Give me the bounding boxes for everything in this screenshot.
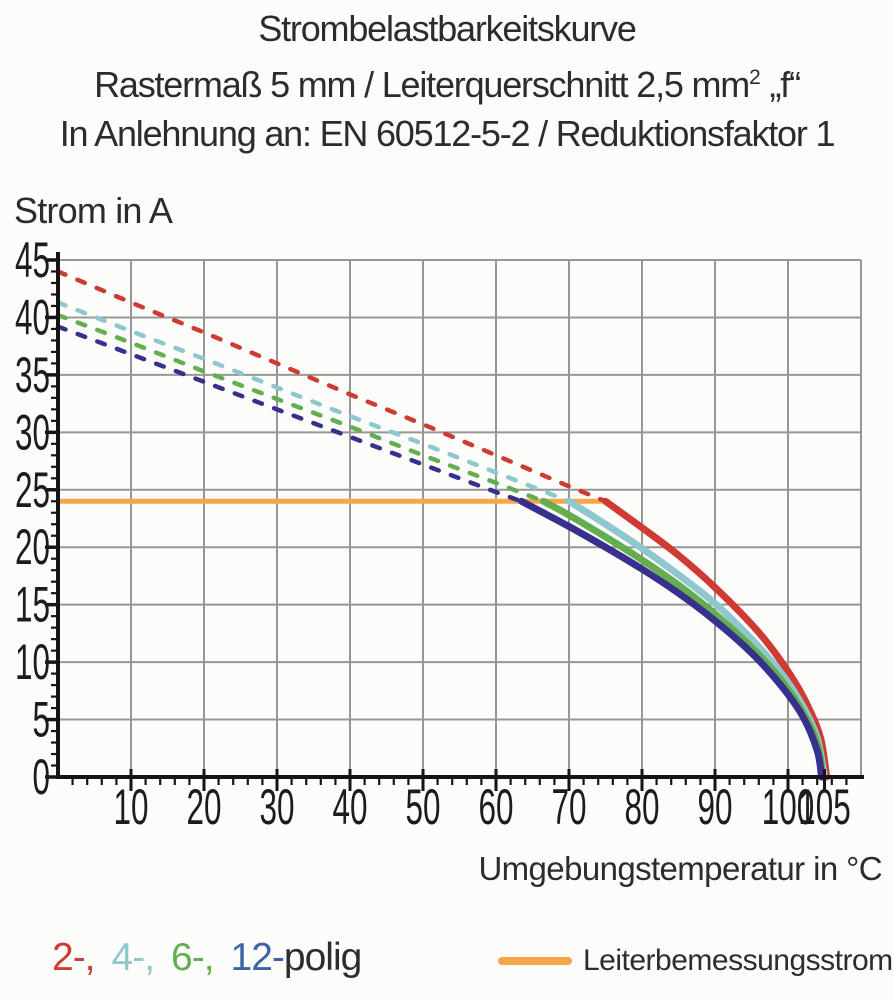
- x-tick-label: 20: [187, 779, 222, 835]
- y-tick-label: 10: [15, 634, 50, 690]
- y-axis-title: Strom in A: [14, 190, 173, 231]
- tick-labels: 10 20 30 40 50 60 70 80 90 1001050510152025303540…: [15, 232, 851, 835]
- axes: [56, 251, 864, 779]
- y-tick-label: 5: [33, 692, 51, 748]
- curve-4-polig-dashed: [55, 300, 572, 504]
- grid-lines: [58, 258, 862, 777]
- chart-title-line2-superscript: 2: [749, 66, 761, 89]
- legend-series-3: 12-: [230, 936, 285, 979]
- legend-rated-current: Leiterbemessungsstrom: [498, 936, 893, 986]
- curve-2-polig-dashed: [55, 269, 608, 504]
- x-tick-label: 10: [114, 779, 149, 835]
- chart-title-line1: Strombelastbarkeitskurve: [258, 8, 637, 49]
- chart-title-line2-pre: Rastermaß 5 mm / Leiterquerschnitt 2,5 m…: [94, 64, 750, 105]
- ticks: [45, 258, 848, 791]
- x-tick-label: 90: [698, 779, 733, 835]
- x-tick-label: 40: [333, 779, 368, 835]
- x-tick-label: 105: [798, 779, 851, 835]
- y-tick-label: 30: [15, 404, 50, 460]
- y-tick-label: 20: [15, 519, 50, 575]
- curve-4-polig-solid: [565, 497, 828, 781]
- legend-series-0: 2-,: [52, 936, 96, 979]
- y-tick-label: 15: [15, 577, 50, 633]
- chart-title-line3: In Anlehnung an: EN 60512-5-2 / Reduktio…: [59, 113, 836, 154]
- x-tick-label: 30: [260, 779, 295, 835]
- x-tick-label: 60: [479, 779, 514, 835]
- curve-6-polig-dashed: [55, 312, 546, 504]
- chart-title-line2: Rastermaß 5 mm / Leiterquerschnitt 2,5 m…: [0, 53, 894, 109]
- x-tick-label: 80: [625, 779, 660, 835]
- curve-12-polig-dashed: [55, 324, 524, 504]
- curve-12-polig-solid: [518, 497, 826, 781]
- legend-suffix: polig: [283, 936, 362, 979]
- y-tick-label: 40: [15, 289, 50, 345]
- x-axis-title: Umgebungstemperatur in °C: [478, 850, 882, 887]
- legend-series-2: 6-,: [171, 936, 215, 979]
- curve-6-polig-solid: [540, 497, 827, 781]
- legend-series-1: 4-,: [111, 936, 156, 979]
- rated-current-swatch: [498, 957, 572, 965]
- y-tick-label: 35: [15, 347, 50, 403]
- legend-poles: 2-, 4-, 6-, 12- polig: [52, 936, 362, 980]
- rated-current-label: Leiterbemessungsstrom: [583, 944, 893, 977]
- x-tick-label: 50: [406, 779, 441, 835]
- curve-2-polig-solid: [602, 497, 831, 781]
- y-tick-label: 25: [15, 462, 50, 518]
- y-tick-label: 0: [33, 749, 51, 805]
- y-tick-label: 45: [15, 232, 50, 288]
- x-tick-label: 70: [552, 779, 587, 835]
- x-tick-label: 100: [762, 779, 815, 835]
- chart-title-line2-post: „f“: [760, 64, 802, 105]
- chart-title-block: Strombelastbarkeitskurve Rastermaß 5 mm …: [0, 4, 894, 158]
